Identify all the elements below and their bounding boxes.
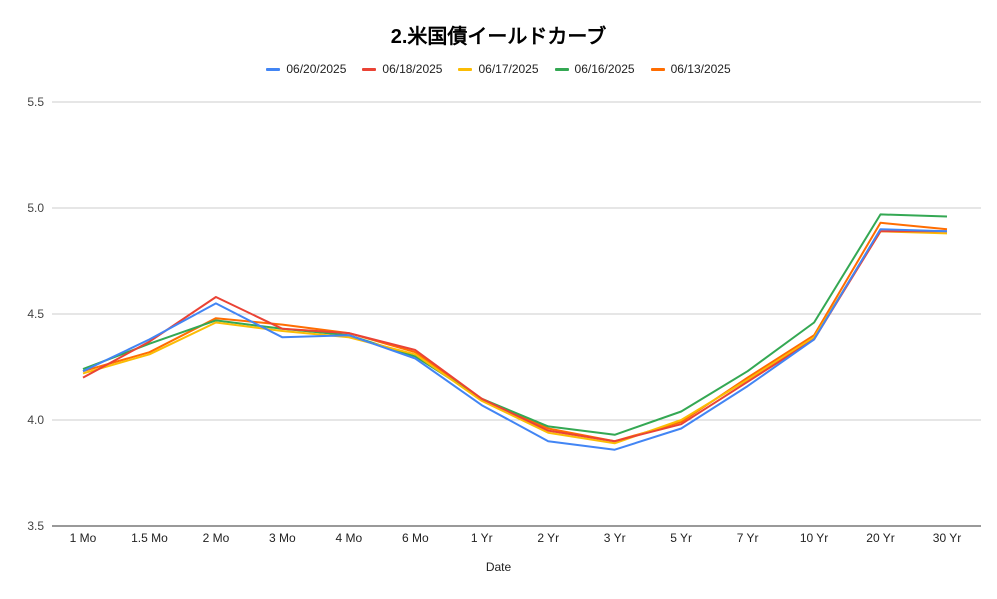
legend-label: 06/13/2025 bbox=[670, 62, 731, 76]
x-tick-label: 7 Yr bbox=[737, 531, 759, 545]
x-tick-label: 1.5 Mo bbox=[131, 531, 168, 545]
legend: 06/20/2025 06/18/2025 06/17/2025 06/16/2025… bbox=[0, 62, 997, 76]
x-tick-label: 4 Mo bbox=[336, 531, 363, 545]
y-tick-label: 5.0 bbox=[27, 201, 44, 215]
series-line bbox=[82, 230, 948, 445]
x-tick-label: 30 Yr bbox=[933, 531, 961, 545]
series-line bbox=[82, 228, 948, 451]
legend-item-4: 06/13/2025 bbox=[650, 62, 731, 76]
legend-swatch bbox=[458, 67, 473, 71]
legend-swatch bbox=[554, 67, 569, 71]
chart-title: 2.米国債イールドカーブ bbox=[390, 26, 607, 48]
legend-item-3: 06/16/2025 bbox=[554, 62, 635, 76]
y-tick-label: 3.5 bbox=[27, 519, 44, 533]
legend-item-0: 06/20/2025 bbox=[266, 62, 346, 76]
series-line bbox=[82, 230, 947, 443]
y-tick-label: 4.5 bbox=[27, 307, 44, 321]
series-line bbox=[82, 213, 948, 436]
x-tick-label: 5 Yr bbox=[670, 531, 692, 545]
x-axis-label: Date bbox=[485, 560, 512, 574]
legend-label: 06/20/2025 bbox=[286, 62, 347, 76]
legend-label: 06/16/2025 bbox=[574, 62, 635, 76]
legend-item-1: 06/18/2025 bbox=[362, 62, 442, 76]
legend-item-2: 06/17/2025 bbox=[458, 62, 539, 76]
legend-label: 06/17/2025 bbox=[478, 62, 539, 76]
y-tick-label: 5.5 bbox=[27, 95, 44, 109]
legend-swatch bbox=[266, 67, 281, 71]
y-tick-label: 4.0 bbox=[27, 413, 44, 427]
legend-label: 06/18/2025 bbox=[382, 62, 443, 76]
x-tick-label: 20 Yr bbox=[866, 531, 894, 545]
x-tick-label: 2 Yr bbox=[537, 531, 559, 545]
legend-swatch bbox=[362, 67, 377, 71]
x-tick-label: 1 Yr bbox=[471, 531, 493, 545]
x-tick-label: 10 Yr bbox=[800, 531, 828, 545]
x-tick-label: 3 Yr bbox=[604, 531, 626, 545]
x-tick-label: 1 Mo bbox=[70, 531, 97, 545]
x-tick-label: 6 Mo bbox=[402, 531, 429, 545]
legend-swatch bbox=[650, 67, 665, 71]
x-tick-label: 2 Mo bbox=[203, 531, 230, 545]
x-tick-label: 3 Mo bbox=[269, 531, 296, 545]
